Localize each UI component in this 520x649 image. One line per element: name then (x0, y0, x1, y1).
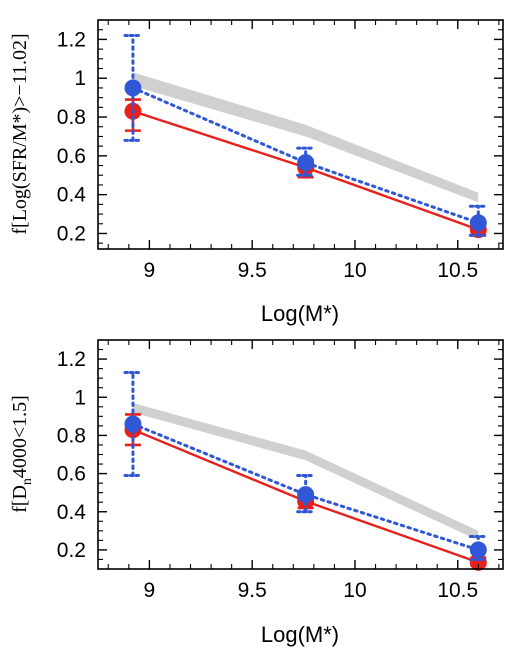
top-series-1-point-2 (469, 214, 487, 232)
bottom-y-axis-label: f[Dn4000<1.5] (9, 395, 35, 513)
bottom-series-1-point-2 (469, 541, 487, 559)
top-x-tick-label-1: 9.5 (238, 259, 267, 282)
bottom-series-1-point-0 (124, 415, 142, 433)
bottom-y-tick-label-5: 1.2 (57, 348, 86, 371)
bottom-y-tick-label-2: 0.6 (57, 463, 86, 486)
bottom-series-1-line (131, 422, 480, 552)
top-y-tick-label-2: 0.6 (57, 145, 86, 168)
bottom-x-tick-label-0: 9 (144, 579, 156, 602)
bottom-series-1-point-1 (297, 486, 315, 504)
top-y-tick-label-0: 0.2 (57, 222, 86, 245)
top-y-tick-label-3: 0.8 (57, 106, 86, 129)
top-x-axis-label: Log(M*) (261, 301, 339, 326)
bottom-series-layer (123, 370, 488, 571)
bottom-y-axis-label-prefix: f[D (9, 485, 31, 513)
top-plot-frame (97, 19, 504, 250)
top-x-tick-label-0: 9 (144, 259, 156, 282)
top-tick-layer: 9 9.5 10 10.5 0.2 0.4 0.6 0.8 1 1.2 (57, 19, 503, 282)
bottom-y-tick-label-3: 0.8 (57, 424, 86, 447)
top-panel: 9 9.5 10 10.5 0.2 0.4 0.6 0.8 1 1.2 Log(M*) f[Log… (9, 19, 504, 326)
top-x-tick-label-3: 10.5 (437, 259, 478, 282)
top-y-tick-label-4: 1 (74, 67, 86, 90)
top-series-layer (123, 34, 488, 239)
top-y-tick-label-5: 1.2 (57, 28, 86, 51)
bottom-x-tick-label-2: 10 (343, 579, 366, 602)
bottom-x-axis-label: Log(M*) (261, 622, 339, 647)
bottom-shaded-band-layer (132, 402, 479, 541)
bottom-panel: 9 9.5 10 10.5 0.2 0.4 0.6 0.8 1 1.2 Log(M*) f[Dn4… (9, 339, 504, 647)
top-y-tick-label-1: 0.4 (57, 184, 87, 207)
bottom-y-axis-label-suffix: 4000<1.5] (9, 395, 31, 478)
top-series-1-point-1 (297, 154, 315, 172)
top-x-tick-label-2: 10 (343, 259, 366, 282)
top-series-1-point-0 (124, 79, 142, 97)
bottom-y-tick-label-4: 1 (74, 386, 86, 409)
bottom-x-tick-label-3: 10.5 (437, 579, 478, 602)
bottom-model-band (132, 402, 479, 541)
top-model-band (132, 72, 479, 203)
bottom-y-axis-label-subscript: n (20, 478, 35, 485)
bottom-y-tick-label-1: 0.4 (57, 501, 87, 524)
top-y-axis-label: f[Log(SFR/M*)>−11.02] (9, 33, 31, 234)
bottom-y-tick-label-0: 0.2 (57, 539, 86, 562)
top-shaded-band-layer (132, 72, 479, 203)
bottom-x-tick-label-1: 9.5 (238, 579, 267, 602)
bottom-tick-layer: 9 9.5 10 10.5 0.2 0.4 0.6 0.8 1 1.2 (57, 339, 503, 602)
